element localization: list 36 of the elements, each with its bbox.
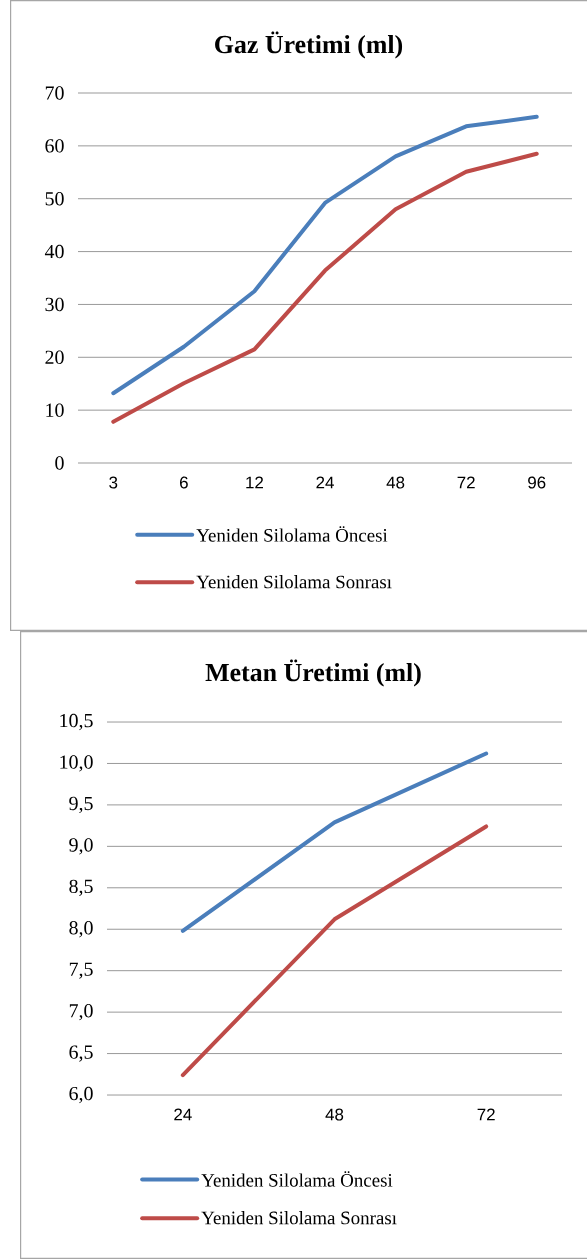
chart-title: Gaz Üretimi (ml)	[215, 31, 403, 59]
x-tick-label: 48	[386, 476, 405, 489]
y-tick-label: 10	[46, 403, 64, 417]
y-tick-label: 10,0	[60, 755, 93, 772]
legend-label: Yeniden Silolama Sonrası	[201, 1211, 397, 1225]
y-tick-label: 8,5	[69, 879, 93, 896]
x-tick-label: 6	[180, 476, 188, 489]
y-tick-label: 6,5	[69, 1045, 93, 1062]
y-tick-label: 0	[55, 456, 64, 470]
x-tick-label: 96	[528, 476, 546, 489]
x-tick-label: 24	[316, 476, 334, 489]
y-tick-label: 6,0	[69, 1086, 93, 1104]
y-tick-label: 50	[45, 192, 64, 206]
x-tick-label: 72	[457, 476, 475, 489]
x-tick-label: 3	[109, 476, 118, 489]
y-tick-label: 40	[44, 244, 64, 259]
y-tick-label: 7,5	[69, 962, 93, 979]
legend-label: Yeniden Silolama Sonrası	[196, 575, 392, 589]
y-tick-label: 8,0	[69, 921, 93, 938]
y-tick-label: 70	[45, 86, 64, 100]
y-tick-label: 20	[45, 350, 64, 365]
y-tick-label: 9,5	[69, 796, 93, 814]
line-series	[111, 151, 539, 424]
chart-title: Metan Üretimi (ml)	[205, 659, 421, 687]
x-tick-label: 48	[325, 1108, 344, 1121]
y-tick-label: 30	[45, 297, 64, 312]
x-tick-label: 72	[477, 1108, 495, 1121]
legend-label: Yeniden Silolama Öncesi	[201, 1171, 393, 1187]
y-tick-label: 9,0	[69, 838, 93, 855]
y-tick-label: 60	[45, 139, 64, 153]
y-tick-label: 7,0	[69, 1003, 93, 1021]
x-tick-label: 24	[174, 1108, 192, 1121]
y-tick-label: 10,5	[60, 713, 93, 731]
x-tick-label: 12	[246, 476, 263, 489]
line-series	[111, 114, 539, 396]
legend-label: Yeniden Silolama Öncesi	[196, 526, 388, 542]
